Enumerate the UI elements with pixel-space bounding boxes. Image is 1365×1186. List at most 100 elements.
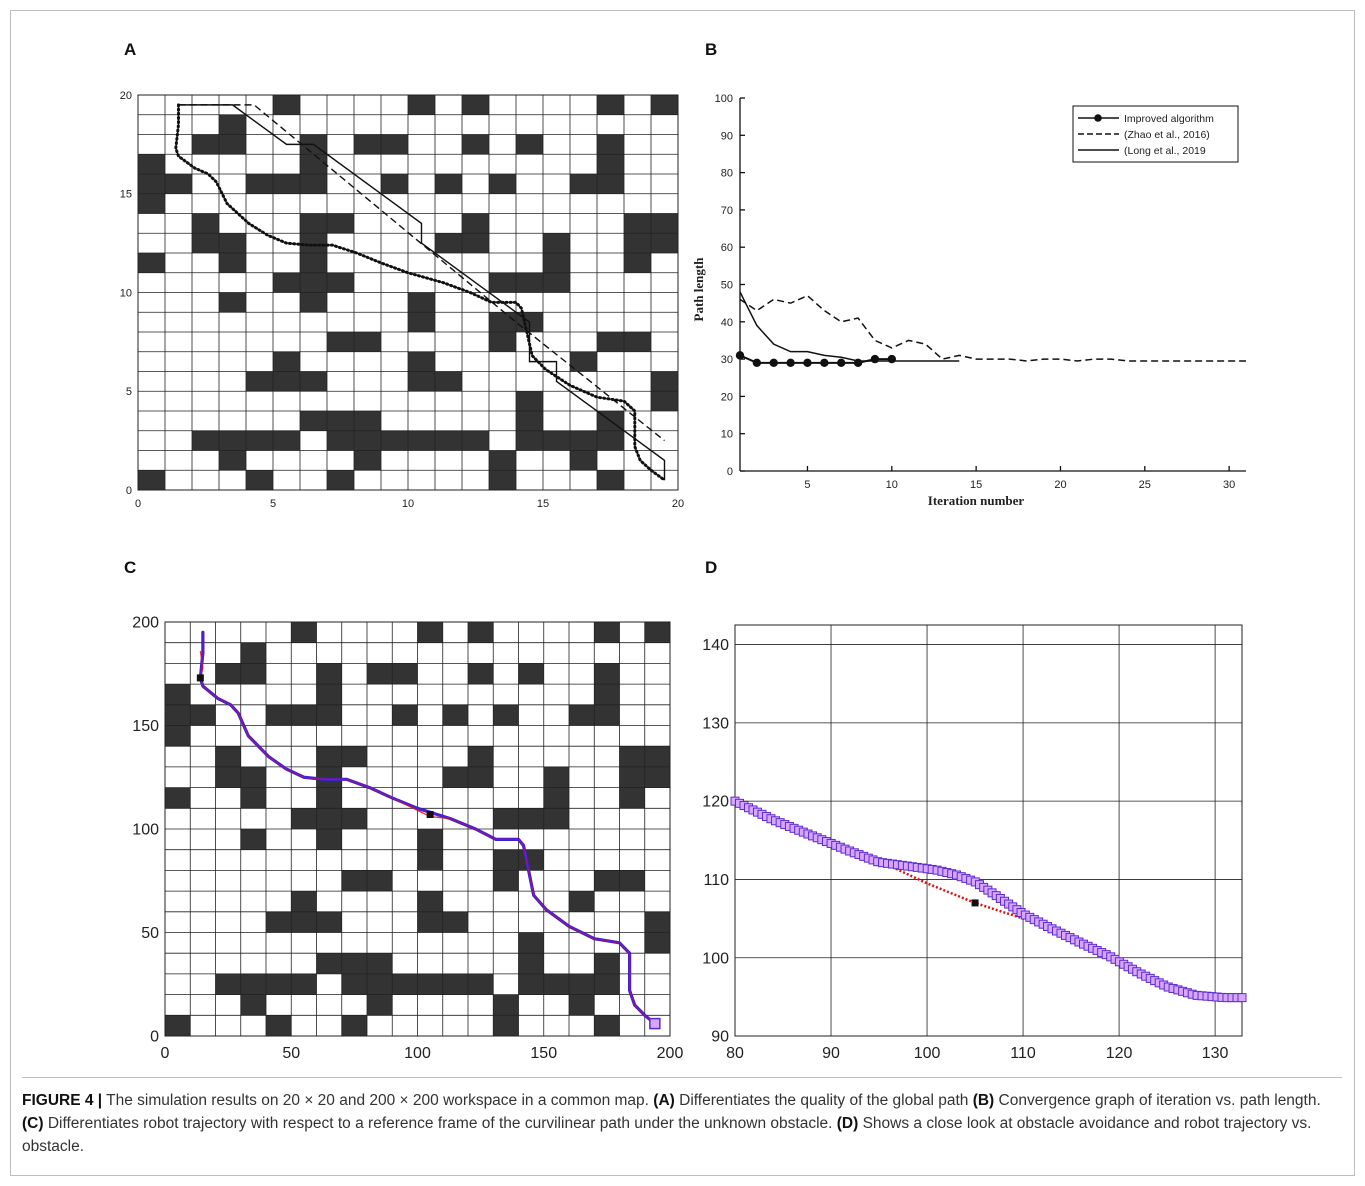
obstacle-cell bbox=[594, 684, 620, 705]
caption-text-intro: The simulation results on 20 × 20 and 20… bbox=[102, 1092, 654, 1109]
obstacle-cell bbox=[327, 430, 354, 451]
obstacle-cell bbox=[543, 766, 569, 788]
figure-caption: FIGURE 4 | The simulation results on 20 … bbox=[22, 1089, 1340, 1158]
obstacle-cell bbox=[341, 1015, 367, 1036]
obstacle-cell bbox=[408, 95, 435, 115]
obstacle-cell bbox=[408, 371, 435, 392]
obstacle-cell bbox=[240, 787, 266, 809]
obstacle-cell bbox=[354, 411, 381, 431]
path-long-2019 bbox=[178, 104, 666, 481]
obstacle-cell bbox=[291, 973, 317, 995]
series-point-improved-algorithm bbox=[769, 358, 778, 368]
obstacle-cell bbox=[644, 622, 670, 643]
obstacle-cell bbox=[408, 312, 435, 332]
caption-c-text: Differentiates robot trajectory with res… bbox=[43, 1115, 837, 1132]
obstacle-cell bbox=[219, 134, 246, 155]
y-tick-label: 120 bbox=[702, 794, 729, 811]
obstacle-cell bbox=[594, 870, 620, 892]
obstacle-cell bbox=[597, 134, 624, 155]
obstacle-cell bbox=[300, 371, 327, 392]
obstacle-cell bbox=[624, 213, 651, 234]
x-tick-label: 150 bbox=[530, 1045, 557, 1062]
obstacle-cell bbox=[651, 213, 678, 234]
chart-c-trajectory-map: 0 50 100 150 200 0 50 100 150 200 bbox=[132, 615, 684, 1062]
figure-frame bbox=[10, 10, 1355, 1176]
unknown-obstacle-marker bbox=[971, 899, 979, 907]
obstacle-cell bbox=[408, 292, 435, 313]
x-tick-label: 20 bbox=[1054, 479, 1066, 491]
x-tick-label: 100 bbox=[914, 1045, 941, 1062]
obstacle-cell bbox=[367, 994, 393, 1016]
obstacle-cell bbox=[493, 1015, 519, 1036]
plot-frame bbox=[164, 621, 671, 1037]
obstacle-cell bbox=[543, 253, 570, 273]
obstacle-cell bbox=[367, 870, 393, 892]
chart-b-convergence: 0 10 20 30 40 50 60 70 80 90 100 5 10 15 20 25 30 Iterati… bbox=[691, 93, 1246, 508]
obstacle-cell bbox=[462, 95, 489, 115]
obstacle-cell bbox=[273, 174, 300, 194]
unknown-obstacle-marker bbox=[426, 811, 434, 819]
obstacle-cell bbox=[392, 704, 418, 726]
obstacle-cell bbox=[246, 174, 273, 194]
obstacle-cell bbox=[341, 973, 367, 995]
y-tick-label: 20 bbox=[120, 90, 132, 102]
obstacle-cell bbox=[354, 450, 381, 471]
plot-frame bbox=[734, 624, 1243, 1037]
obstacle-cell bbox=[442, 704, 468, 726]
y-tick-label: 40 bbox=[721, 317, 733, 329]
obstacle-cell bbox=[138, 193, 165, 214]
caption-a-label: (A) bbox=[653, 1092, 675, 1109]
obstacle-cell bbox=[594, 973, 620, 995]
obstacle-cell bbox=[316, 704, 342, 726]
obstacle-cell bbox=[316, 787, 342, 809]
obstacle-cell bbox=[165, 174, 192, 194]
y-tick-label: 10 bbox=[721, 429, 733, 441]
obstacle-cell bbox=[381, 174, 408, 194]
obstacle-cell bbox=[165, 725, 191, 747]
obstacle-cell bbox=[354, 430, 381, 451]
obstacle-cell bbox=[543, 233, 570, 253]
obstacle-cell bbox=[327, 411, 354, 431]
x-tick-label: 5 bbox=[270, 498, 276, 510]
caption-figure-label: FIGURE 4 | bbox=[22, 1092, 103, 1109]
obstacle-cell bbox=[489, 174, 516, 194]
legend-label: Improved algorithm bbox=[1124, 113, 1214, 125]
unknown-obstacle-marker bbox=[196, 674, 204, 682]
y-tick-label: 100 bbox=[715, 93, 733, 105]
grid-lines bbox=[137, 94, 679, 491]
obstacle-cell bbox=[435, 174, 462, 194]
obstacle-cell bbox=[266, 973, 292, 995]
obstacle-cell bbox=[300, 411, 327, 431]
obstacle-cell bbox=[381, 134, 408, 155]
obstacle-cell bbox=[468, 766, 494, 788]
obstacle-cell bbox=[417, 973, 443, 995]
obstacle-cell bbox=[300, 253, 327, 273]
series-point-improved-algorithm bbox=[870, 354, 880, 364]
obstacle-cell bbox=[215, 973, 241, 995]
obstacle-cell bbox=[624, 253, 651, 273]
obstacle-cell bbox=[392, 663, 418, 685]
obstacle-cell bbox=[316, 766, 342, 788]
x-tick-label: 30 bbox=[1223, 479, 1235, 491]
x-tick-label: 200 bbox=[657, 1045, 684, 1062]
obstacle-cell bbox=[354, 332, 381, 352]
obstacle-cell bbox=[597, 95, 624, 115]
obstacle-cell bbox=[417, 622, 443, 643]
caption-a-text: Differentiates the quality of the global… bbox=[674, 1092, 973, 1109]
obstacle-cell bbox=[489, 450, 516, 471]
obstacle-cell bbox=[192, 213, 219, 234]
axes-b bbox=[739, 97, 1246, 472]
obstacle-cell bbox=[219, 450, 246, 471]
obstacle-cell bbox=[651, 233, 678, 253]
obstacle-cell bbox=[240, 766, 266, 788]
obstacle-cell bbox=[619, 870, 645, 892]
obstacle-cell bbox=[462, 233, 489, 253]
obstacle-cell bbox=[543, 272, 570, 293]
obstacle-cell bbox=[219, 430, 246, 451]
trajectory-sample-marker bbox=[1237, 993, 1247, 1003]
obstacle-cell bbox=[316, 746, 342, 767]
obstacle-cell bbox=[435, 233, 462, 253]
obstacle-cell bbox=[192, 430, 219, 451]
obstacle-cell bbox=[442, 766, 468, 788]
obstacle-cell bbox=[300, 233, 327, 253]
